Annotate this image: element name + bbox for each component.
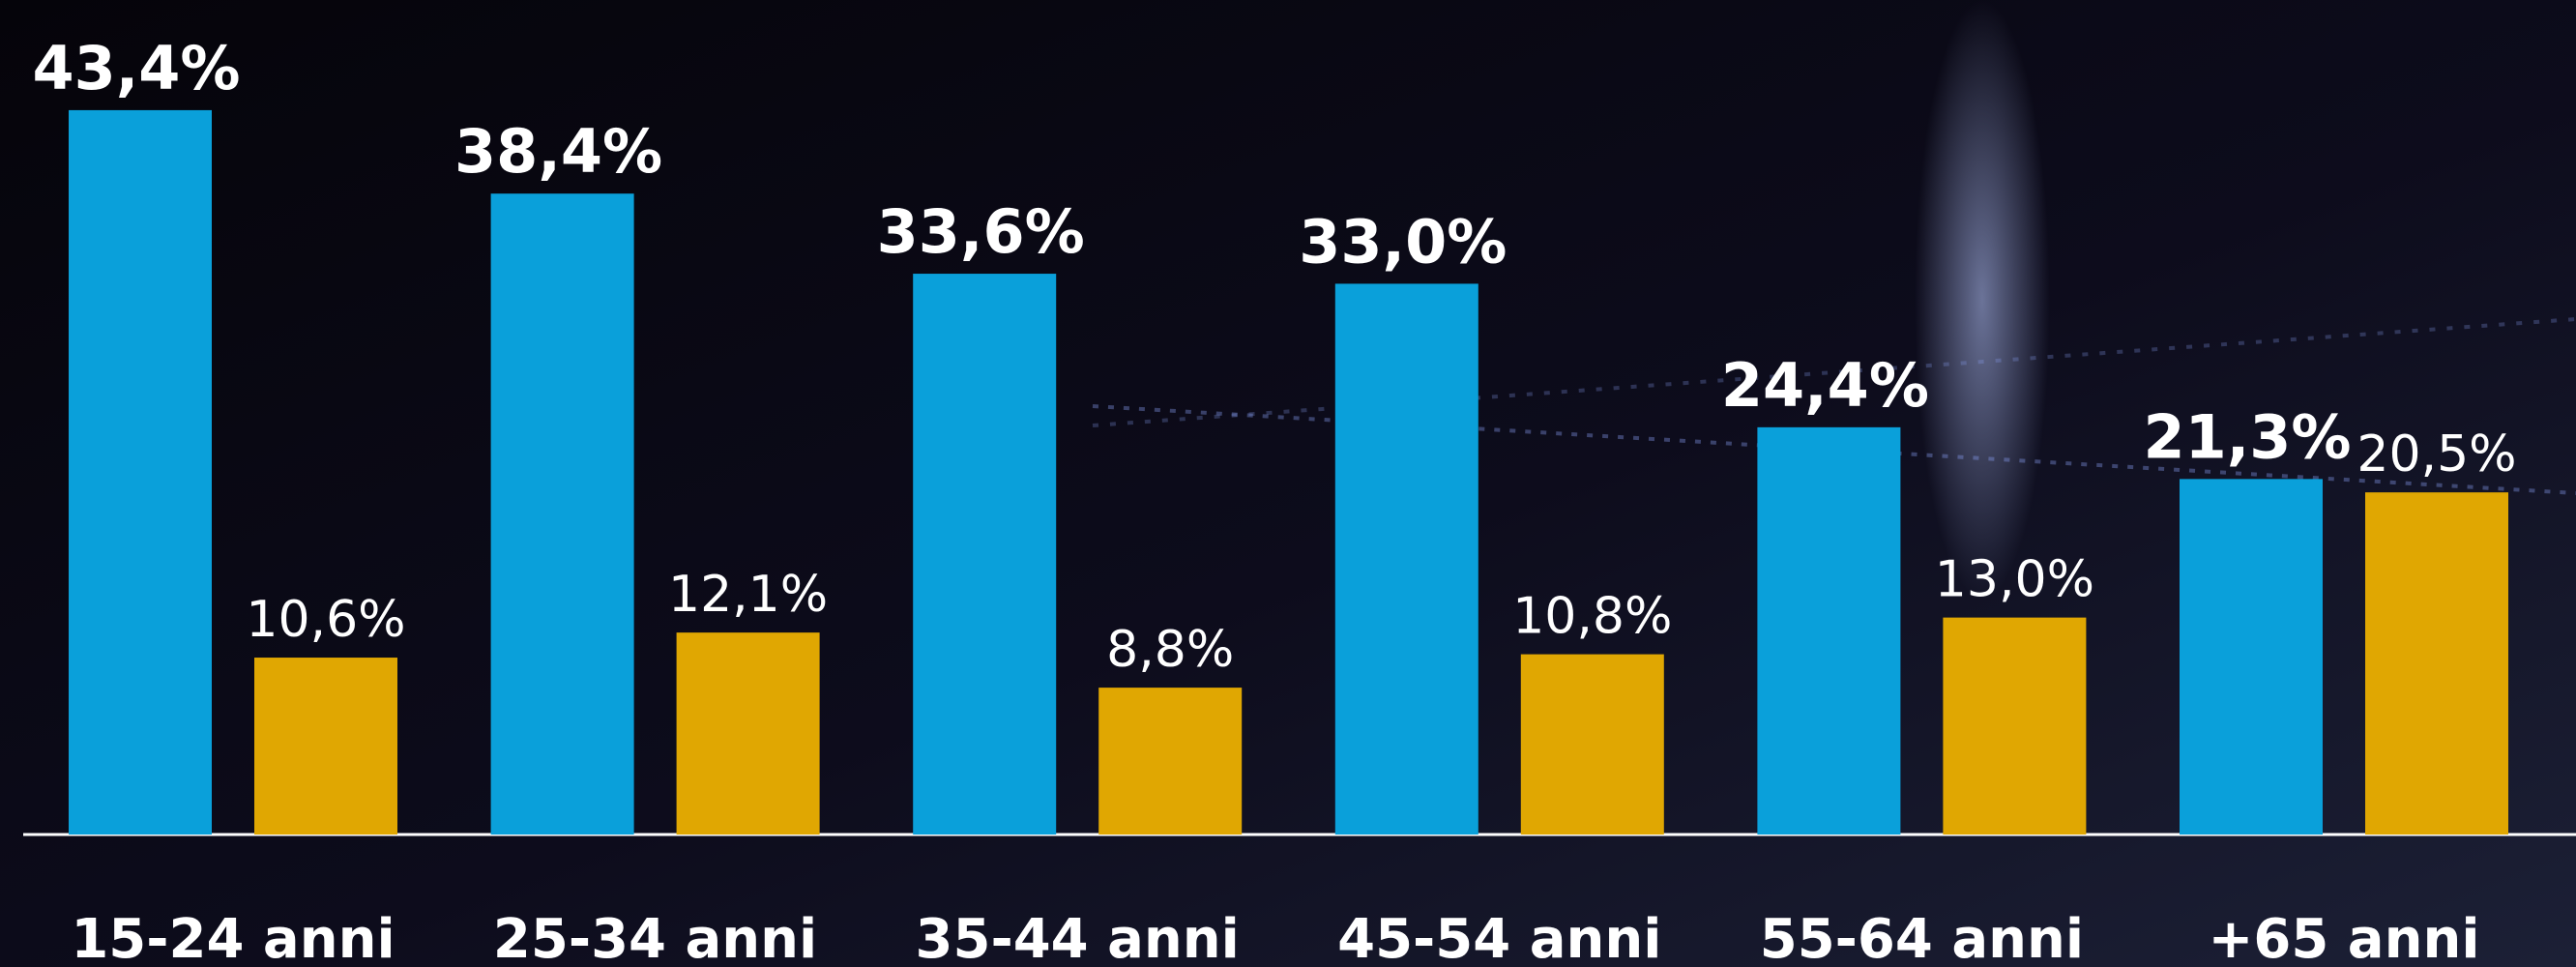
bar <box>1757 426 1901 835</box>
x-tick-label: 25-34 anni <box>493 908 817 967</box>
light-glow <box>1915 0 2050 600</box>
value-label: 10,8% <box>1512 588 1672 646</box>
bar <box>69 109 212 835</box>
bar <box>676 632 820 835</box>
x-tick-label: 15-24 anni <box>71 908 395 967</box>
value-label: 33,0% <box>1299 206 1507 277</box>
value-label: 24,4% <box>1721 350 1929 421</box>
x-tick-label: +65 anni <box>2208 908 2479 967</box>
bar <box>254 658 397 835</box>
bar <box>913 274 1057 835</box>
bar <box>1334 283 1478 835</box>
value-label: 38,4% <box>454 116 662 187</box>
bar <box>1098 688 1243 835</box>
value-label: 33,6% <box>877 196 1085 267</box>
x-tick-label: 55-64 anni <box>1760 908 2084 967</box>
bar <box>490 193 634 835</box>
value-label: 12,1% <box>668 566 828 624</box>
bar <box>1520 654 1664 835</box>
bar <box>2365 492 2508 835</box>
value-label: 43,4% <box>32 33 240 103</box>
value-label: 13,0% <box>1935 551 2094 609</box>
x-tick-label: 35-44 anni <box>916 908 1240 967</box>
bar <box>1943 617 2087 835</box>
x-tick-label: 45-54 anni <box>1337 908 1661 967</box>
value-label: 8,8% <box>1106 621 1234 679</box>
bar <box>2180 479 2323 835</box>
value-label: 20,5% <box>2356 425 2516 484</box>
value-label: 21,3% <box>2143 401 2351 472</box>
value-label: 10,6% <box>246 591 405 649</box>
